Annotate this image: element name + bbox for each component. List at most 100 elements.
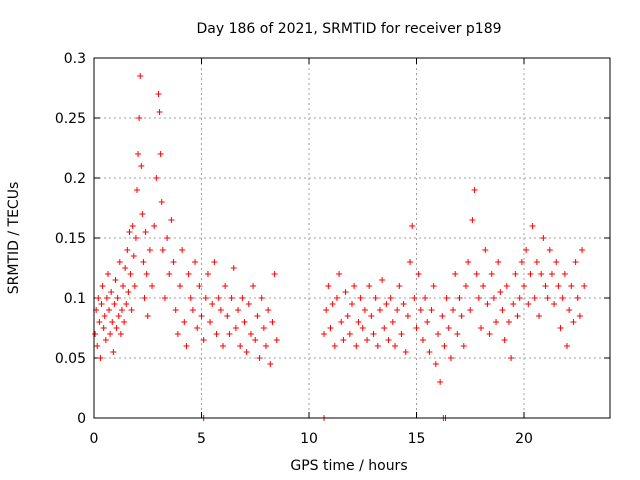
data-point [151, 223, 158, 229]
data-point [447, 355, 454, 361]
data-point [113, 325, 120, 331]
data-point [157, 151, 164, 157]
data-point [564, 343, 570, 349]
data-point [179, 247, 186, 253]
data-point [536, 313, 543, 319]
data-point [125, 289, 132, 295]
data-point [542, 283, 549, 289]
data-point [368, 313, 375, 319]
data-point [254, 313, 261, 319]
data-point [473, 271, 480, 277]
data-point [495, 259, 502, 265]
data-point [155, 91, 162, 97]
data-point [490, 295, 497, 301]
data-point [546, 247, 553, 253]
data-point [355, 319, 362, 325]
x-tick-label: 5 [197, 431, 206, 447]
data-point [149, 283, 156, 289]
data-point [213, 331, 220, 337]
data-point [269, 319, 276, 325]
data-point [441, 343, 448, 349]
data-point [379, 277, 386, 283]
data-point [482, 247, 489, 253]
data-point [385, 337, 392, 343]
data-point [505, 319, 512, 325]
chart-title: Day 186 of 2021, SRMTID for receiver p18… [196, 21, 501, 37]
data-point [128, 307, 135, 313]
data-point [230, 265, 237, 271]
data-point [400, 301, 407, 307]
data-point [454, 331, 461, 337]
data-point [247, 331, 254, 337]
data-point [531, 295, 538, 301]
data-point [174, 331, 181, 337]
data-point [232, 325, 239, 331]
data-point [143, 271, 150, 277]
data-point [475, 295, 482, 301]
data-point [426, 349, 433, 355]
data-point [518, 259, 525, 265]
data-point [189, 307, 196, 313]
data-point [445, 325, 452, 331]
data-point [258, 295, 265, 301]
data-point [366, 283, 373, 289]
data-point [260, 325, 267, 331]
data-point [417, 307, 424, 313]
data-point [134, 187, 140, 193]
data-point [217, 307, 224, 313]
data-point [204, 271, 211, 277]
data-point [508, 355, 515, 361]
data-point [465, 259, 472, 265]
data-point [458, 313, 465, 319]
data-point [527, 271, 534, 277]
data-point [346, 331, 353, 337]
data-point [267, 361, 274, 367]
plot-frame [93, 57, 611, 419]
data-point [402, 349, 409, 355]
data-point [568, 283, 575, 289]
data-point [185, 271, 192, 277]
data-point [104, 271, 111, 277]
data-point [207, 319, 214, 325]
data-point [107, 331, 114, 337]
data-point [156, 109, 163, 115]
data-point [576, 313, 583, 319]
data-point [321, 331, 328, 337]
data-point [548, 271, 555, 277]
data-point [432, 361, 439, 367]
data-point [235, 307, 242, 313]
data-point [129, 223, 136, 229]
data-point [164, 235, 171, 241]
data-point [471, 187, 478, 193]
data-point [486, 331, 493, 337]
data-point [239, 295, 246, 301]
data-point [252, 337, 259, 343]
data-point [484, 301, 491, 307]
data-point [118, 307, 125, 313]
data-point [102, 337, 109, 343]
data-point [389, 319, 396, 325]
y-tick-label: 0.1 [64, 291, 86, 307]
data-point [245, 301, 252, 307]
data-point [497, 289, 504, 295]
data-point [211, 259, 218, 265]
data-point [553, 259, 560, 265]
data-point [437, 379, 444, 385]
data-point [226, 331, 233, 337]
data-point [271, 271, 278, 277]
data-point [220, 343, 226, 349]
data-point [342, 289, 349, 295]
data-point [572, 259, 579, 265]
data-point [131, 283, 138, 289]
data-point [263, 343, 269, 349]
data-point [159, 247, 166, 253]
data-point [97, 355, 104, 361]
data-point [413, 325, 420, 331]
data-point [265, 307, 272, 313]
data-point [409, 223, 416, 229]
data-point [566, 307, 573, 313]
data-point [559, 295, 566, 301]
data-point [202, 295, 209, 301]
x-axis-label: GPS time / hours [290, 458, 407, 474]
